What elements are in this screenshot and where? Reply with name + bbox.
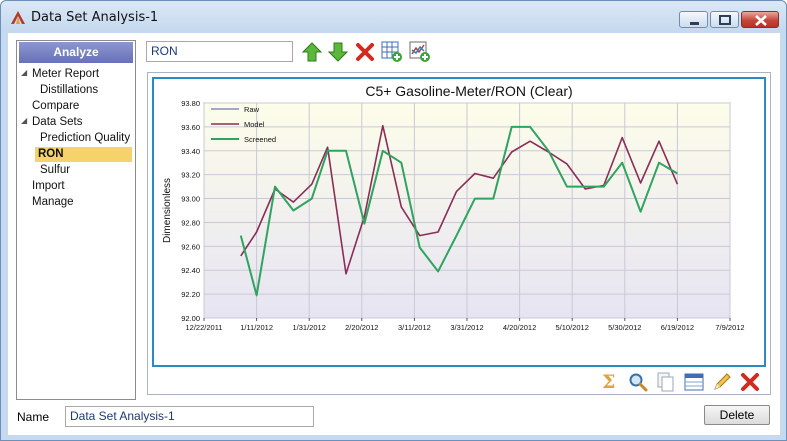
x-tick-label: 7/9/2012	[715, 323, 744, 332]
sidebar-item-sulfur[interactable]: Sulfur	[40, 164, 71, 176]
move-down-icon[interactable]	[328, 42, 348, 62]
sum-icon[interactable]: Σ	[599, 371, 619, 391]
y-tick-label: 93.60	[181, 123, 200, 132]
x-tick-label: 5/10/2012	[556, 323, 589, 332]
sidebar-item-prediction-quality[interactable]: Prediction Quality	[40, 132, 131, 144]
sidebar: Analyze ◢ Meter Report Distillations Com…	[16, 40, 136, 400]
move-up-icon[interactable]	[302, 42, 322, 62]
x-tick-label: 4/20/2012	[503, 323, 536, 332]
y-tick-label: 93.80	[181, 99, 200, 108]
x-tick-label: 3/11/2012	[398, 323, 431, 332]
series-screened-line[interactable]	[239, 125, 678, 297]
delete-icon[interactable]	[740, 372, 760, 392]
y-tick-label: 93.00	[181, 195, 200, 204]
chart-frame: C5+ Gasoline-Meter/RON (Clear) 92.00 92.20…	[152, 77, 766, 367]
table-icon[interactable]	[684, 372, 704, 392]
legend-label: Screened	[244, 135, 276, 144]
name-label: Name	[17, 410, 50, 424]
x-tick-label: 5/30/2012	[608, 323, 641, 332]
zoom-icon[interactable]	[628, 372, 648, 392]
x-tick-label: 1/31/2012	[293, 323, 326, 332]
expand-arrow-icon[interactable]: ◢	[21, 68, 28, 77]
legend-label: Raw	[244, 105, 260, 114]
title-bar[interactable]: Data Set Analysis-1	[1, 1, 786, 33]
x-tick-label: 6/19/2012	[661, 323, 694, 332]
edit-icon[interactable]	[712, 372, 732, 392]
sidebar-item-ron[interactable]: RON	[35, 147, 132, 162]
maximize-icon	[719, 15, 731, 25]
y-axis-label: Dimensionless	[162, 178, 173, 243]
x-tick-label: 1/11/2012	[240, 323, 273, 332]
window-title: Data Set Analysis-1	[31, 10, 159, 25]
chart-title: C5+ Gasoline-Meter/RON (Clear)	[365, 83, 572, 99]
sidebar-item-manage[interactable]: Manage	[32, 196, 74, 208]
ron-line-chart[interactable]: C5+ Gasoline-Meter/RON (Clear) 92.00 92.20…	[154, 79, 764, 365]
close-button[interactable]	[741, 11, 779, 28]
y-tick-label: 92.20	[181, 290, 200, 299]
series-selector-input[interactable]: RON	[146, 41, 293, 62]
x-tick-label: 2/20/2012	[345, 323, 378, 332]
copy-icon[interactable]	[656, 372, 676, 392]
y-tick-label: 93.20	[181, 171, 200, 180]
sidebar-item-distillations[interactable]: Distillations	[40, 84, 99, 96]
x-tick-label: 3/31/2012	[450, 323, 483, 332]
app-logo-icon	[11, 11, 25, 24]
legend-label: Model	[244, 120, 265, 129]
add-chart-icon[interactable]	[409, 41, 431, 63]
sidebar-item-import[interactable]: Import	[32, 180, 65, 192]
sidebar-item-data-sets[interactable]: Data Sets	[32, 116, 83, 128]
sidebar-item-compare[interactable]: Compare	[32, 100, 80, 112]
sidebar-item-meter-report[interactable]: Meter Report	[32, 68, 100, 80]
delete-button[interactable]: Delete	[704, 405, 770, 425]
expand-arrow-icon[interactable]: ◢	[21, 116, 28, 125]
delete-icon[interactable]	[355, 42, 375, 62]
name-input[interactable]: Data Set Analysis-1	[65, 406, 314, 427]
y-tick-label: 92.00	[181, 314, 200, 323]
add-table-icon[interactable]	[381, 41, 403, 63]
sidebar-header[interactable]: Analyze	[19, 42, 133, 63]
maximize-button[interactable]	[710, 11, 739, 28]
close-icon	[755, 15, 767, 26]
y-tick-label: 92.40	[181, 266, 200, 275]
chart-panel: C5+ Gasoline-Meter/RON (Clear) 92.00 92.20…	[147, 72, 771, 395]
minimize-icon	[690, 22, 699, 25]
x-tick-label: 12/22/2011	[186, 323, 223, 332]
y-tick-label: 93.40	[181, 147, 200, 156]
y-tick-label: 92.60	[181, 242, 200, 251]
minimize-button[interactable]	[679, 11, 708, 28]
client-area: Analyze ◢ Meter Report Distillations Com…	[8, 33, 780, 435]
svg-text:Σ: Σ	[602, 371, 615, 391]
y-tick-label: 92.80	[181, 218, 200, 227]
